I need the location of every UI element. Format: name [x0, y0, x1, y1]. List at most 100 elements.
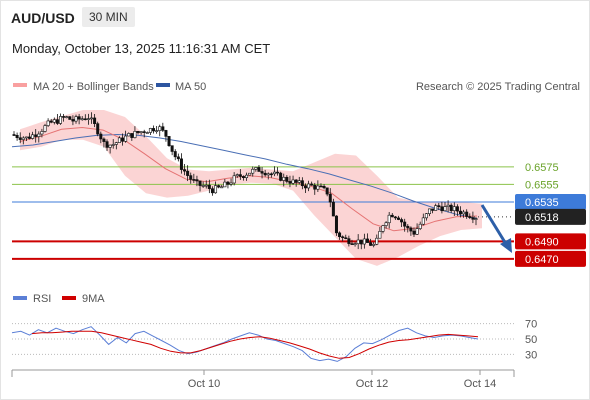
candle-48 [161, 122, 165, 133]
candle-body [381, 225, 385, 232]
candle-47 [158, 124, 162, 137]
candle-34 [117, 136, 121, 143]
candle-body [316, 185, 320, 190]
ma50-line [11, 133, 478, 220]
candle-26 [93, 114, 97, 128]
candle-38 [130, 133, 134, 141]
candle-body [114, 142, 118, 145]
candle-138 [440, 201, 444, 214]
candle-body [319, 185, 323, 188]
candle-body [248, 172, 252, 176]
candle-body [393, 216, 397, 219]
candle-92 [297, 176, 301, 185]
candle-108 [347, 235, 351, 247]
candle-5 [28, 132, 32, 140]
candle-body [207, 184, 211, 189]
candle-22 [80, 116, 84, 121]
candle-body [133, 131, 137, 138]
candle-body [124, 135, 128, 142]
candle-body [279, 172, 283, 181]
candle-28 [99, 131, 103, 144]
candle-91 [294, 179, 298, 187]
x-tick-label-2: Oct 14 [464, 378, 496, 390]
candle-44 [148, 127, 152, 135]
candle-103 [331, 198, 335, 217]
candle-body [59, 116, 63, 124]
candle-body [186, 170, 190, 176]
candle-56 [186, 165, 190, 182]
candle-body [77, 116, 81, 120]
rsi-line [11, 326, 479, 362]
candle-body [241, 176, 245, 179]
candle-99 [319, 183, 323, 188]
candle-body [260, 171, 264, 174]
candle-body [356, 239, 360, 245]
candle-111 [356, 234, 360, 250]
timeframe-badge[interactable]: 30 MIN [82, 7, 135, 27]
candle-body [297, 180, 301, 183]
forecast-arrow [480, 204, 512, 253]
candle-73 [238, 169, 242, 180]
candle-36 [124, 130, 128, 143]
candle-32 [111, 139, 115, 149]
candle-body [55, 119, 59, 124]
candle-body [400, 219, 404, 223]
candle-122 [390, 213, 394, 218]
candle-134 [427, 208, 431, 217]
candle-body [325, 187, 329, 195]
candle-2 [18, 132, 22, 144]
candle-120 [384, 221, 388, 229]
candle-body [111, 144, 115, 146]
candle-130 [415, 223, 419, 235]
candle-body [214, 185, 218, 194]
rsi-tick-70: 70 [525, 319, 537, 331]
bollinger-bands [20, 110, 482, 266]
moving-averages [11, 126, 478, 232]
candle-body [105, 141, 109, 148]
level-label-1: 0.6555 [525, 179, 559, 191]
candle-body [462, 211, 466, 215]
candle-body [468, 216, 472, 218]
symbol-title: AUD/USD [11, 10, 75, 26]
candle-body [204, 184, 208, 187]
candle-57 [189, 172, 193, 184]
candle-body [152, 128, 156, 132]
candle-147 [468, 213, 472, 220]
candle-70 [229, 178, 233, 187]
candle-124 [396, 215, 400, 221]
rsi-ma-legend-swatch [62, 296, 76, 300]
candle-body [310, 183, 314, 186]
candle-59 [195, 175, 199, 187]
candle-79 [257, 165, 261, 172]
candle-40 [136, 131, 140, 135]
candle-31 [108, 144, 112, 154]
candle-body [68, 116, 72, 120]
candle-29 [102, 137, 106, 148]
candle-115 [369, 238, 373, 246]
candle-87 [282, 173, 286, 187]
candle-113 [362, 233, 366, 249]
candle-body [251, 168, 255, 174]
candle-145 [462, 209, 466, 218]
candle-121 [387, 211, 391, 229]
candle-127 [406, 224, 410, 233]
candle-117 [375, 234, 379, 246]
x-axis: Oct 10 Oct 12 Oct 14 [11, 369, 515, 390]
candle-body [164, 130, 168, 137]
level-box-3 [515, 208, 586, 225]
candle-body [465, 211, 469, 217]
candle-body [245, 174, 249, 179]
rsi-ma-line [31, 330, 479, 359]
candle-body [176, 156, 180, 160]
candle-body [173, 151, 177, 158]
candle-14 [55, 113, 59, 125]
candle-body [102, 138, 106, 142]
candle-11 [46, 118, 50, 128]
candle-42 [142, 129, 146, 138]
candle-body [223, 181, 227, 188]
candle-body [328, 193, 332, 203]
candle-17 [65, 115, 69, 119]
candle-50 [167, 135, 171, 147]
bollinger-band-area [20, 110, 482, 266]
candle-53 [176, 153, 180, 162]
